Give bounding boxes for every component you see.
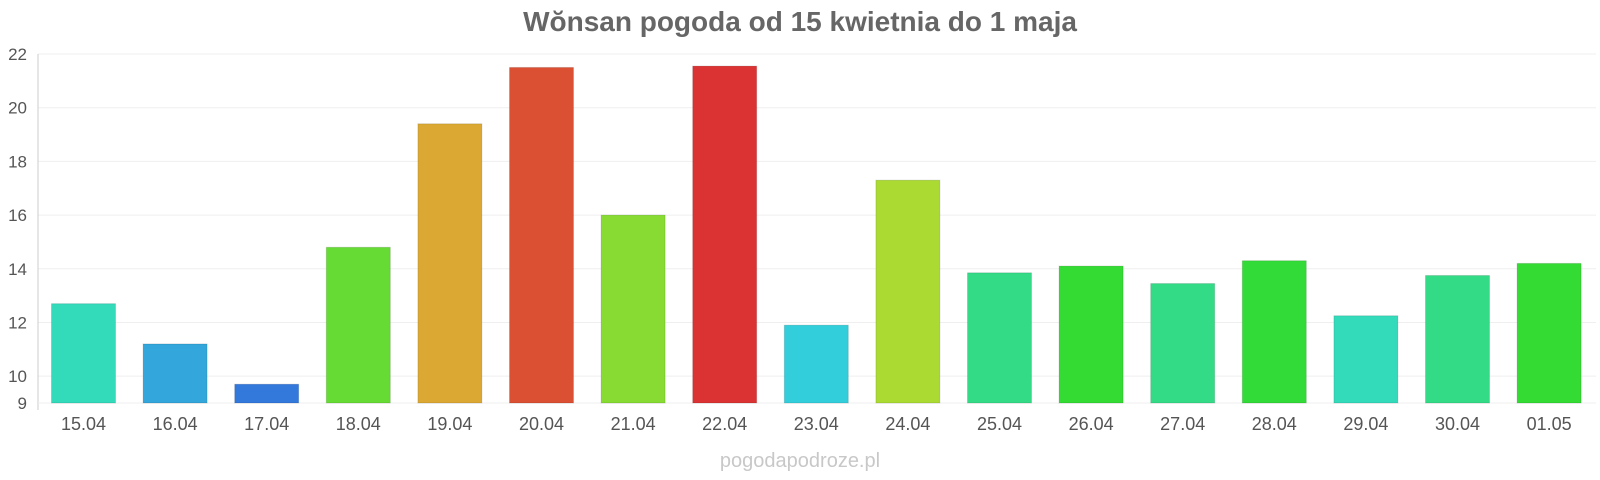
bars [51,65,1582,404]
x-tick-label: 16.04 [153,414,198,434]
x-tick-label: 27.04 [1160,414,1205,434]
grid-lines [38,53,1596,377]
bar [509,66,574,404]
y-tick-label: 12 [8,313,27,332]
bar [1058,265,1124,404]
chart-title: Wŏnsan pogoda od 15 kwietnia do 1 maja [523,6,1077,37]
bar [1516,262,1582,404]
x-tick-label: 26.04 [1069,414,1114,434]
y-tick-label: 16 [8,206,27,225]
bar [875,179,941,404]
bar [1333,315,1399,404]
x-tick-label: 20.04 [519,414,564,434]
y-tick-label: 14 [8,260,27,279]
bar [234,383,300,404]
x-tick-label: 25.04 [977,414,1022,434]
watermark-text: pogodapodroze.pl [719,450,881,472]
x-tick-label: 18.04 [336,414,381,434]
bar [51,303,116,404]
bar [1150,283,1216,404]
x-tick-label: 28.04 [1252,414,1297,434]
y-tick-label: 9 [18,394,27,413]
x-tick-label: 24.04 [885,414,930,434]
bar [325,246,391,404]
x-tick-label: 23.04 [794,414,839,434]
bar [692,65,758,404]
bar [1241,260,1307,404]
bar [783,324,849,404]
y-tick-label: 18 [8,152,27,171]
x-tick-label: 19.04 [427,414,472,434]
x-tick-label: 17.04 [244,414,289,434]
x-tick-label: 22.04 [702,414,747,434]
y-tick-label: 22 [8,45,27,64]
x-tick-label: 21.04 [611,414,656,434]
y-tick-label: 20 [8,99,27,118]
bar [417,123,483,404]
x-tick-label: 01.05 [1527,414,1572,434]
bar [600,214,666,404]
x-tick-label: 30.04 [1435,414,1480,434]
y-tick-label: 10 [8,367,27,386]
x-tick-label: 29.04 [1343,414,1388,434]
x-tick-label: 15.04 [61,414,106,434]
bar [1425,274,1490,404]
bar [967,272,1032,404]
bar [142,343,208,404]
tick-labels: 9 10 12 14 16 18 20 22 15.04 16.04 17.04 18.04 19.04… [8,45,1572,434]
